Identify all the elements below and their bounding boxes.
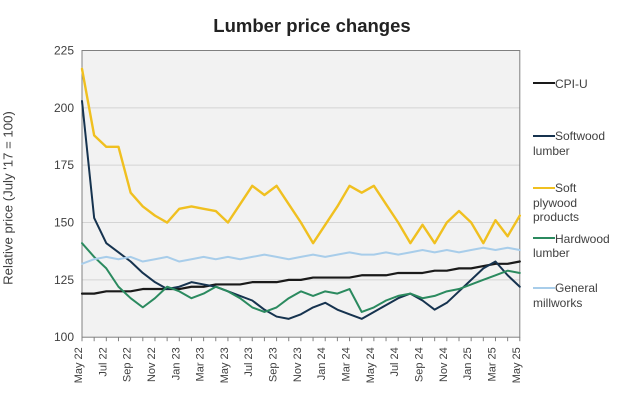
- svg-text:125: 125: [54, 273, 74, 287]
- svg-text:Jul 22: Jul 22: [97, 347, 109, 376]
- svg-text:Mar 25: Mar 25: [486, 347, 498, 381]
- svg-text:175: 175: [54, 158, 74, 172]
- svg-text:Mar 23: Mar 23: [195, 347, 207, 381]
- svg-text:May 22: May 22: [73, 347, 85, 383]
- svg-text:225: 225: [54, 44, 74, 58]
- svg-text:Nov 22: Nov 22: [146, 347, 158, 382]
- svg-text:Mar 24: Mar 24: [341, 347, 353, 381]
- svg-text:Jan 24: Jan 24: [316, 347, 328, 380]
- svg-text:May 24: May 24: [365, 347, 377, 383]
- svg-text:Jan 23: Jan 23: [170, 347, 182, 380]
- svg-text:Sep 24: Sep 24: [414, 347, 426, 382]
- svg-text:Sep 22: Sep 22: [122, 347, 134, 382]
- svg-text:Nov 23: Nov 23: [292, 347, 304, 382]
- svg-text:150: 150: [54, 216, 74, 230]
- svg-text:Jul 24: Jul 24: [389, 347, 401, 376]
- svg-text:Sep 23: Sep 23: [268, 347, 280, 382]
- svg-text:May 25: May 25: [511, 347, 523, 383]
- svg-text:May 23: May 23: [219, 347, 231, 383]
- svg-text:Jul 23: Jul 23: [243, 347, 255, 376]
- svg-text:Nov 24: Nov 24: [438, 347, 450, 382]
- svg-text:100: 100: [54, 330, 74, 344]
- svg-text:Jan 25: Jan 25: [462, 347, 474, 380]
- svg-text:200: 200: [54, 101, 74, 115]
